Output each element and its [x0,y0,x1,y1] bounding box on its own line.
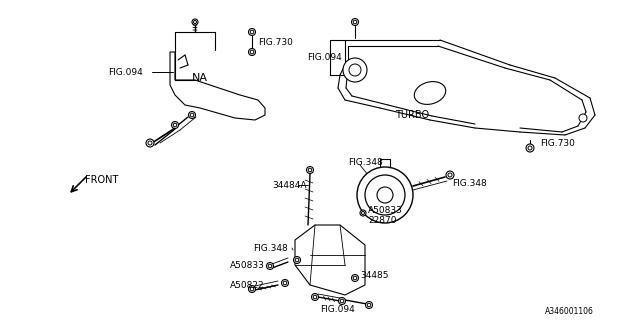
Text: FIG.348: FIG.348 [253,244,288,252]
Circle shape [351,19,358,26]
Circle shape [351,275,358,282]
Text: 22870: 22870 [368,215,397,225]
Text: FIG.094: FIG.094 [320,306,355,315]
Text: A50833: A50833 [368,205,403,214]
Text: FIG.730: FIG.730 [258,37,293,46]
Circle shape [284,281,287,285]
Text: FRONT: FRONT [85,175,118,185]
Circle shape [340,299,344,303]
Text: A346001106: A346001106 [545,308,594,316]
Text: FIG.094: FIG.094 [307,52,342,61]
Circle shape [528,146,532,150]
Circle shape [248,49,255,55]
Text: 34485: 34485 [360,270,388,279]
Circle shape [250,30,254,34]
Circle shape [248,28,255,36]
Circle shape [377,187,393,203]
Circle shape [353,276,357,280]
Circle shape [248,285,255,292]
Circle shape [307,166,314,173]
Circle shape [294,257,301,263]
Circle shape [349,64,361,76]
Circle shape [193,20,196,23]
Circle shape [266,262,273,269]
Circle shape [295,258,299,262]
Circle shape [365,301,372,308]
Text: FIG.348: FIG.348 [452,179,487,188]
Circle shape [312,293,319,300]
Circle shape [192,19,198,25]
Circle shape [148,141,152,145]
Circle shape [250,50,254,54]
Circle shape [172,122,179,129]
Circle shape [343,58,367,82]
Circle shape [526,144,534,152]
Text: NA: NA [192,73,208,83]
Circle shape [146,139,154,147]
Circle shape [360,210,366,216]
Text: 34484A: 34484A [272,180,307,189]
Circle shape [579,114,587,122]
Circle shape [190,113,194,117]
Circle shape [268,264,272,268]
Circle shape [357,167,413,223]
Circle shape [189,111,195,118]
Circle shape [362,212,365,214]
Circle shape [308,168,312,172]
Text: A50822: A50822 [230,281,264,290]
Circle shape [173,123,177,127]
Circle shape [339,298,346,305]
Circle shape [250,287,254,291]
Text: TURBO: TURBO [395,110,429,120]
Circle shape [282,279,289,286]
Text: FIG.094: FIG.094 [108,68,143,76]
Circle shape [446,171,454,179]
Circle shape [365,175,405,215]
Text: FIG.730: FIG.730 [540,139,575,148]
Circle shape [448,173,452,177]
Text: FIG.348: FIG.348 [348,157,383,166]
Circle shape [353,20,357,24]
Circle shape [367,303,371,307]
Circle shape [313,295,317,299]
Text: A50833: A50833 [230,260,265,269]
